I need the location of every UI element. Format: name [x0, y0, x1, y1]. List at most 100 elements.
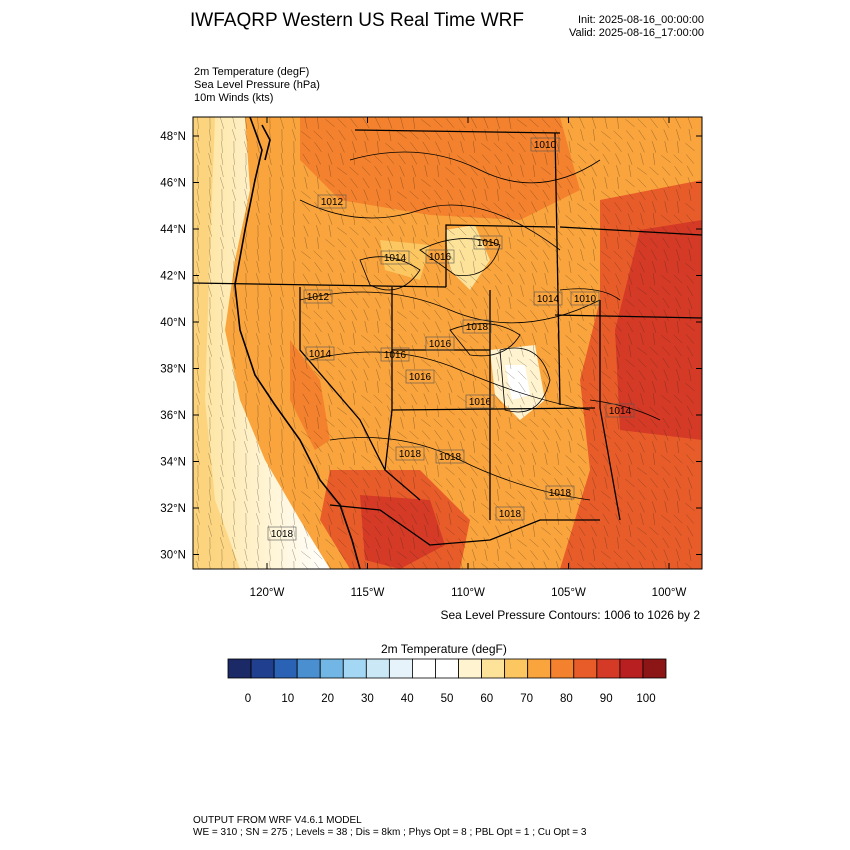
wind-barb — [673, 514, 683, 524]
wind-barb — [351, 381, 357, 393]
wind-barb — [555, 489, 561, 501]
wind-barb — [640, 453, 644, 465]
wind-barb — [625, 130, 635, 140]
wind-barb — [220, 285, 224, 297]
temperature-north-band — [300, 117, 580, 220]
wind-barb — [640, 153, 644, 165]
wind-barb — [661, 286, 671, 296]
wind-barb — [436, 333, 440, 345]
wind-barb — [422, 261, 430, 273]
lat-label: 36°N — [160, 410, 186, 422]
wind-barb — [397, 371, 407, 379]
wind-barb — [435, 381, 441, 393]
wind-barb — [517, 430, 527, 440]
wind-barb — [541, 227, 551, 235]
wind-barb — [637, 418, 647, 428]
wind-barb — [351, 561, 355, 569]
wind-barb — [664, 441, 668, 453]
wind-barb — [601, 191, 611, 199]
wind-barb — [411, 345, 417, 357]
wind-barb — [530, 490, 538, 500]
wind-barb — [373, 334, 383, 344]
wind-barb — [542, 249, 550, 261]
wind-barb — [373, 274, 383, 284]
wind-barb — [232, 177, 236, 189]
colorbar-swatch — [250, 658, 275, 679]
wind-barb — [677, 561, 679, 569]
wind-barb — [661, 275, 671, 283]
wind-barb — [458, 537, 466, 549]
wind-barb — [398, 453, 406, 465]
colorbar-tick-label: 100 — [636, 693, 655, 705]
wind-barb — [314, 262, 322, 272]
pressure-contour-label: 1010 — [570, 291, 600, 306]
wind-barb — [208, 501, 212, 513]
wind-barb — [577, 154, 587, 164]
wind-barb — [268, 321, 272, 333]
wind-barb — [292, 189, 296, 201]
wind-barb — [232, 357, 236, 369]
wind-barb — [364, 501, 368, 513]
wind-barb — [293, 153, 295, 165]
wind-barb — [377, 441, 379, 453]
wind-barb — [493, 142, 503, 152]
wind-barb — [375, 477, 381, 489]
wind-barb — [637, 178, 647, 188]
wind-barb — [557, 393, 559, 405]
wind-barb — [351, 321, 357, 333]
wind-barb — [437, 525, 439, 537]
wind-barb — [196, 213, 200, 225]
wind-barb — [602, 153, 610, 165]
wind-barb — [675, 537, 681, 549]
wind-barb — [220, 525, 224, 537]
wind-barb — [397, 191, 407, 199]
wind-barb — [352, 393, 356, 405]
wind-barb — [505, 430, 515, 440]
wind-barb — [362, 417, 370, 429]
colorbar-swatch — [412, 658, 436, 679]
wind-barb — [483, 537, 489, 549]
wind-barb — [256, 501, 260, 513]
wind-barb — [350, 189, 358, 201]
wind-barb — [601, 491, 611, 499]
wind-barb — [639, 561, 644, 569]
wind-barb — [578, 525, 586, 537]
wind-barb — [530, 370, 538, 380]
wind-barb — [385, 502, 395, 512]
wind-barb — [337, 227, 347, 235]
wind-barb — [445, 238, 455, 248]
wind-barb — [626, 261, 634, 273]
wind-barb — [603, 225, 609, 237]
wind-barb — [434, 250, 442, 260]
wind-barb — [531, 513, 537, 525]
wind-barb — [496, 477, 500, 489]
wind-barb — [421, 119, 431, 127]
wind-barb — [508, 297, 512, 309]
wind-barb — [421, 179, 431, 187]
wind-barb — [472, 381, 476, 393]
wind-barb — [483, 297, 489, 309]
wind-barb — [280, 117, 284, 129]
wind-barb — [314, 142, 322, 152]
wind-barb — [409, 310, 419, 320]
svg-text:1014: 1014 — [537, 294, 560, 305]
wind-barb — [616, 465, 620, 477]
wind-barb — [458, 297, 466, 309]
wind-barb — [338, 129, 346, 141]
wind-barb — [375, 357, 381, 369]
wind-barb — [602, 453, 610, 465]
wind-barb — [662, 237, 670, 249]
wind-barb — [482, 345, 490, 357]
wind-barb — [388, 189, 392, 201]
wind-barb — [314, 442, 322, 452]
lon-label: 110°W — [451, 587, 485, 599]
wind-barb — [339, 381, 345, 393]
wind-barb — [519, 453, 525, 465]
wind-barb — [397, 202, 407, 212]
wind-barb — [543, 321, 549, 333]
wind-barb — [686, 465, 694, 477]
wind-barb — [530, 430, 538, 440]
wind-barb — [471, 489, 477, 501]
wind-barb — [220, 513, 224, 525]
wind-barb — [423, 393, 429, 405]
